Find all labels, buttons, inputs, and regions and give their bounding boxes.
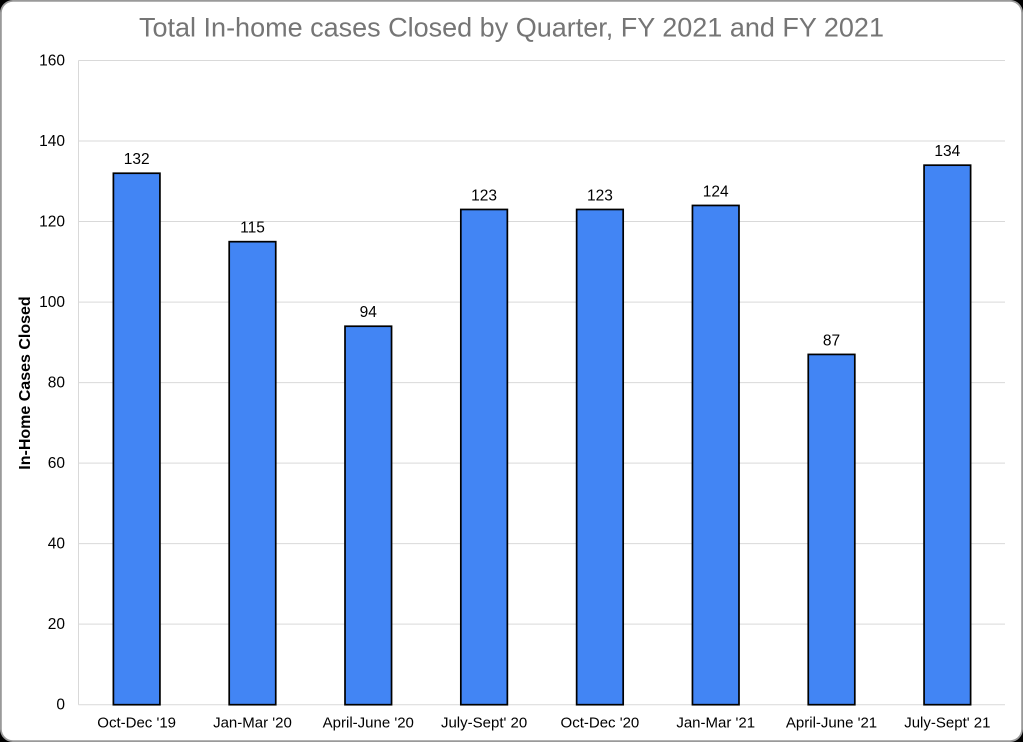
svg-text:134: 134: [934, 143, 960, 160]
svg-text:Jan-Mar '21: Jan-Mar '21: [676, 714, 755, 731]
svg-text:80: 80: [48, 375, 66, 392]
svg-text:123: 123: [587, 187, 613, 204]
svg-text:60: 60: [48, 455, 66, 472]
svg-text:In-Home Cases Closed: In-Home Cases Closed: [17, 296, 34, 469]
svg-text:April-June '20: April-June '20: [323, 714, 414, 731]
svg-text:115: 115: [240, 220, 265, 237]
svg-text:160: 160: [39, 52, 65, 69]
svg-text:Oct-Dec '20: Oct-Dec '20: [561, 714, 640, 731]
svg-text:124: 124: [703, 183, 729, 200]
svg-text:94: 94: [360, 304, 378, 321]
svg-text:Total In-home cases Closed by: Total In-home cases Closed by Quarter, F…: [139, 12, 884, 42]
svg-text:0: 0: [56, 697, 65, 714]
svg-text:100: 100: [39, 294, 65, 311]
svg-text:87: 87: [823, 332, 840, 349]
svg-text:July-Sept' 20: July-Sept' 20: [441, 714, 527, 731]
svg-text:Oct-Dec '19: Oct-Dec '19: [97, 714, 176, 731]
svg-text:132: 132: [124, 151, 150, 168]
svg-text:Jan-Mar '20: Jan-Mar '20: [213, 714, 292, 731]
svg-text:20: 20: [48, 616, 66, 633]
svg-text:40: 40: [48, 536, 66, 553]
svg-text:April-June '21: April-June '21: [786, 714, 877, 731]
svg-text:123: 123: [471, 187, 497, 204]
svg-text:140: 140: [39, 133, 65, 150]
svg-text:120: 120: [39, 213, 65, 230]
svg-text:July-Sept' 21: July-Sept' 21: [904, 714, 990, 731]
